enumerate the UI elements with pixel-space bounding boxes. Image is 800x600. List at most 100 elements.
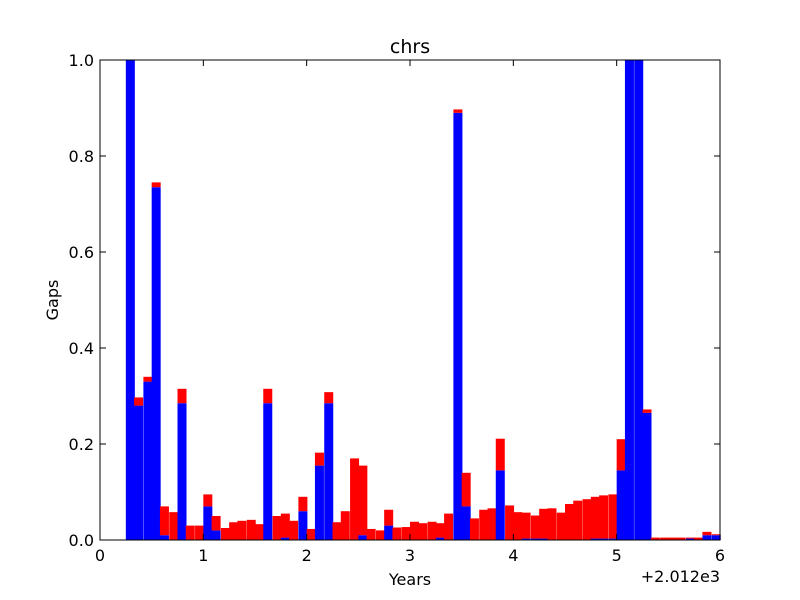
bar-red-49 (547, 508, 557, 540)
bar-red-38 (453, 109, 463, 113)
bar-blue-6 (177, 403, 187, 540)
bar-blue-18 (280, 537, 290, 540)
bar-red-19 (289, 520, 299, 540)
bar-red-56 (608, 494, 618, 539)
bar-red-1 (134, 397, 144, 406)
bar-red-17 (272, 516, 282, 540)
bar-red-16 (263, 388, 273, 404)
bar-red-29 (375, 530, 385, 540)
bar-red-13 (237, 520, 247, 540)
bar-red-4 (159, 506, 169, 536)
bar-blue-2 (143, 381, 153, 540)
bar-red-5 (169, 512, 179, 540)
bar-red-47 (530, 515, 540, 539)
bar-blue-3 (151, 187, 161, 540)
bar-blue-20 (298, 511, 308, 540)
bar-blue-48 (539, 538, 549, 540)
bar-red-33 (410, 521, 420, 540)
bar-blue-10 (211, 530, 221, 540)
x-axis-ticks: 0 1 2 3 4 5 6 (95, 60, 725, 565)
bar-red-12 (229, 522, 239, 540)
bar-red-68 (711, 534, 721, 536)
bar-red-2 (143, 376, 153, 382)
bar-red-66 (694, 537, 704, 540)
bar-red-42 (487, 508, 497, 540)
bar-red-18 (280, 513, 290, 538)
bar-blue-16 (263, 403, 273, 540)
x-tick-label-5: 5 (612, 546, 622, 565)
bar-red-45 (513, 512, 523, 540)
bar-blue-30 (384, 525, 394, 540)
bar-red-61 (650, 537, 660, 540)
bar-red-30 (384, 509, 394, 526)
y-tick-label-4: 0.8 (69, 147, 94, 166)
bar-red-55 (599, 495, 609, 539)
bar-red-62 (660, 537, 670, 540)
bar-blue-47 (530, 538, 540, 540)
bar-red-28 (366, 528, 376, 540)
y-tick-label-3: 0.6 (69, 243, 94, 262)
y-tick-label-0: 0.0 (69, 531, 94, 550)
y-tick-label-2: 0.4 (69, 339, 94, 358)
bar-blue-67 (702, 535, 712, 540)
bar-red-60 (642, 409, 652, 413)
x-tick-label-2: 2 (302, 546, 312, 565)
x-tick-label-4: 4 (508, 546, 518, 565)
bar-blue-0 (125, 60, 135, 540)
bar-red-64 (676, 537, 686, 540)
bar-red-63 (668, 537, 678, 540)
bar-red-46 (521, 512, 531, 539)
bar-red-14 (246, 519, 256, 540)
bar-red-11 (220, 528, 230, 540)
bar-red-22 (314, 452, 324, 466)
bar-blue-36 (435, 537, 445, 540)
bar-red-40 (469, 518, 479, 540)
bar-red-39 (461, 472, 471, 507)
bar-red-9 (203, 494, 213, 507)
bar-blue-43 (495, 470, 505, 540)
x-tick-label-1: 1 (198, 546, 208, 565)
bar-blue-39 (461, 506, 471, 540)
chart-title: chrs (390, 36, 430, 58)
bar-red-53 (582, 499, 592, 540)
bar-red-32 (401, 527, 411, 540)
bar-blue-9 (203, 506, 213, 540)
x-axis-offset-label: +2.012e3 (641, 567, 720, 586)
bar-blue-58 (624, 60, 634, 540)
bar-blue-57 (616, 470, 626, 540)
bar-red-43 (495, 438, 505, 471)
bar-blue-65 (685, 538, 695, 540)
bar-blue-22 (314, 465, 324, 540)
bar-red-44 (505, 505, 515, 540)
bar-blue-54 (590, 538, 600, 540)
bar-blue-56 (608, 538, 618, 540)
bar-red-10 (211, 516, 221, 531)
bar-red-48 (539, 508, 549, 539)
x-axis-title: Years (388, 570, 431, 589)
bar-red-67 (702, 531, 712, 536)
bar-red-41 (479, 509, 489, 540)
bar-blue-46 (521, 538, 531, 540)
bar-blue-38 (453, 112, 463, 541)
bar-red-6 (177, 388, 187, 404)
bar-blue-1 (134, 405, 144, 540)
bar-blue-27 (358, 535, 368, 540)
bar-red-54 (590, 496, 600, 539)
bar-red-52 (573, 500, 583, 540)
x-tick-label-6: 6 (715, 546, 725, 565)
bar-red-34 (418, 523, 428, 540)
bar-blue-4 (159, 535, 169, 540)
bar-red-37 (444, 513, 454, 540)
bars-layer (125, 60, 721, 541)
bar-red-23 (324, 392, 334, 404)
bar-red-21 (306, 528, 316, 540)
bar-blue-68 (711, 535, 721, 540)
bar-red-57 (616, 439, 626, 471)
bar-red-27 (358, 465, 368, 536)
bar-red-26 (350, 458, 360, 540)
bar-red-35 (427, 521, 437, 540)
bar-red-25 (340, 511, 350, 540)
y-tick-label-1: 0.2 (69, 435, 94, 454)
bar-blue-23 (324, 403, 334, 540)
